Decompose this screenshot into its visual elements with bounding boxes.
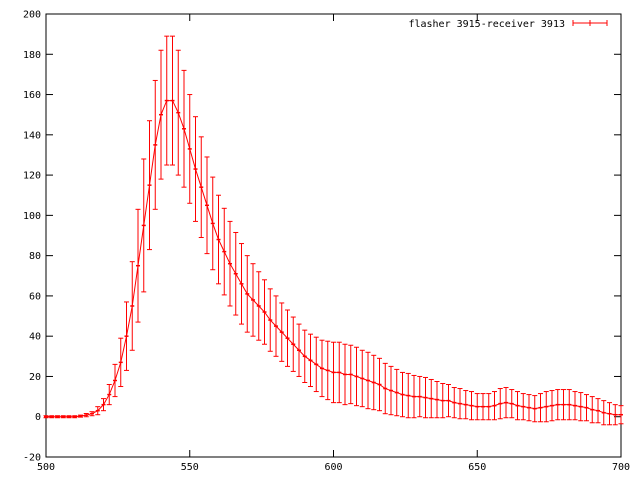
y-tick-label: 40 xyxy=(29,332,41,343)
y-tick-label: 0 xyxy=(35,412,41,423)
x-tick-label: 550 xyxy=(181,462,199,473)
y-tick-label: 20 xyxy=(29,372,41,383)
y-tick-label: 120 xyxy=(23,171,41,182)
x-tick-label: 700 xyxy=(612,462,630,473)
x-tick-label: 600 xyxy=(324,462,342,473)
y-tick-label: 200 xyxy=(23,10,41,21)
legend-label: flasher 3915-receiver 3913 xyxy=(408,19,565,30)
y-tick-label: 160 xyxy=(23,90,41,101)
y-tick-label: 180 xyxy=(23,50,41,61)
y-tick-label: 80 xyxy=(29,251,41,262)
y-tick-label: 60 xyxy=(29,291,41,302)
x-tick-label: 500 xyxy=(37,462,55,473)
x-tick-label: 650 xyxy=(468,462,486,473)
y-tick-label: -20 xyxy=(23,453,41,464)
series-line xyxy=(46,100,621,418)
y-tick-label: 100 xyxy=(23,211,41,222)
legend: flasher 3915-receiver 3913 xyxy=(408,19,608,30)
legend-sample xyxy=(572,20,608,26)
y-tick-label: 140 xyxy=(23,130,41,141)
